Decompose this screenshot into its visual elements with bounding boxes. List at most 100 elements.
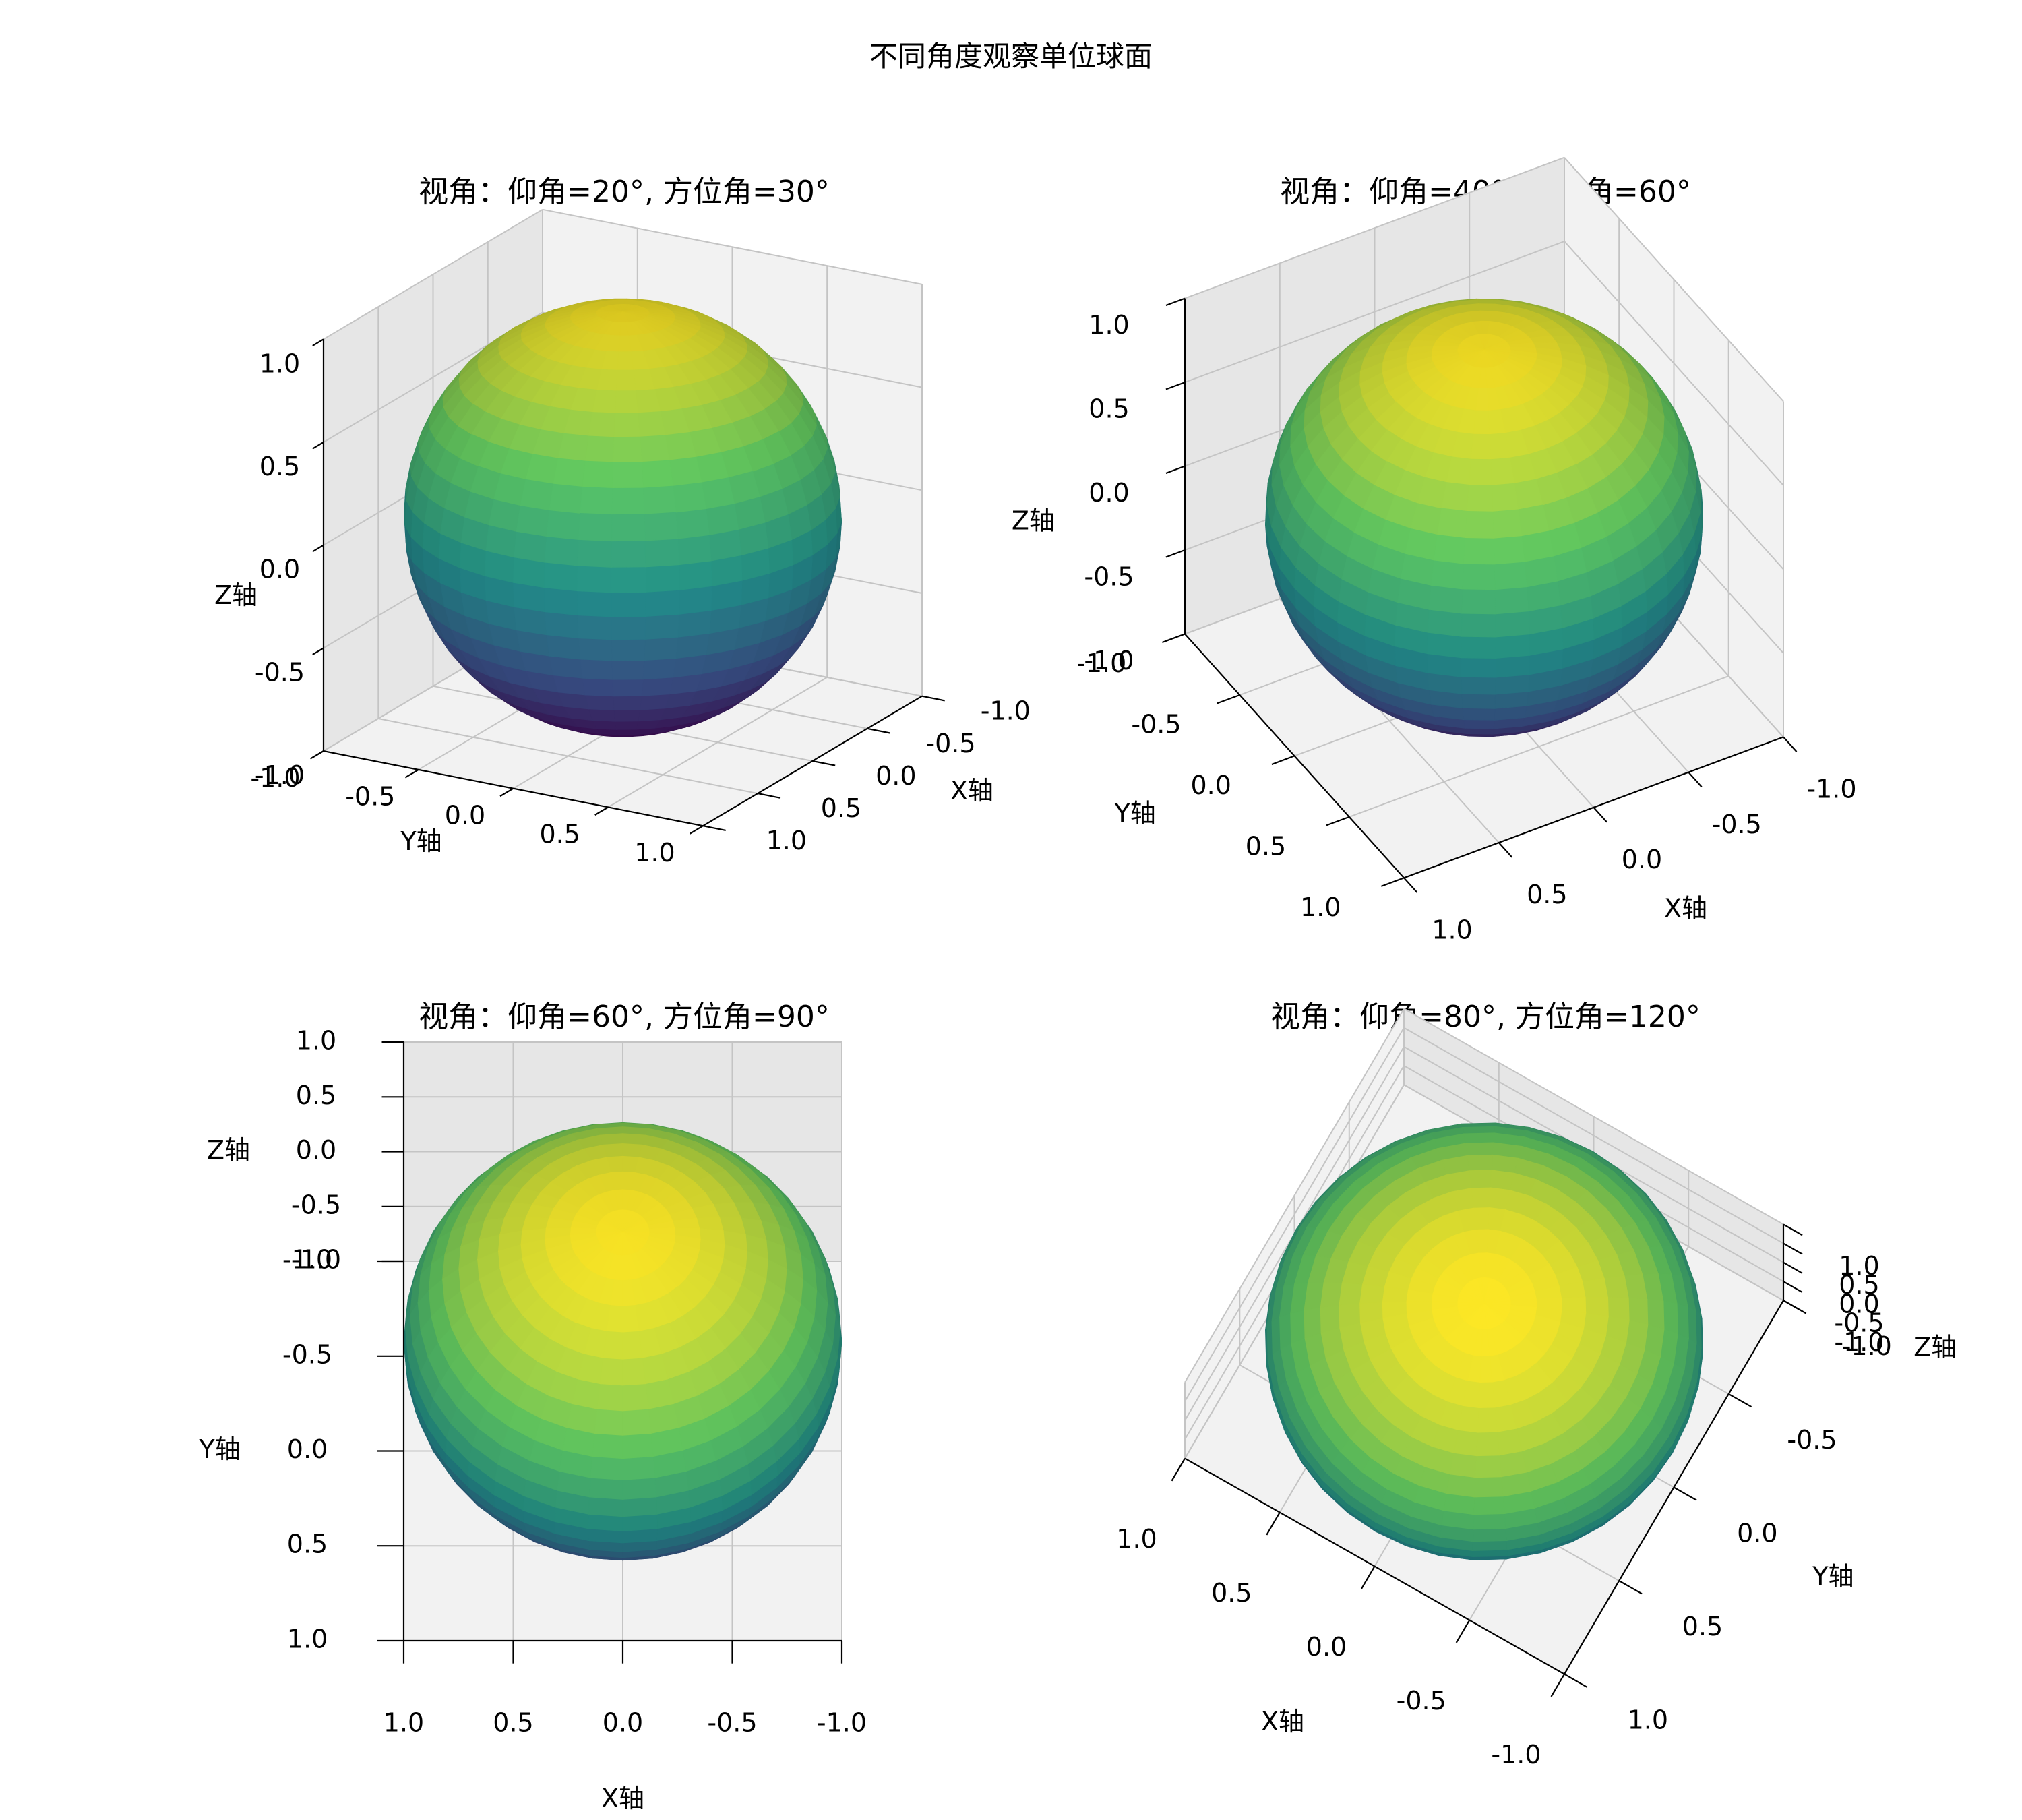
- x-tick-label: -1.0: [1491, 1740, 1541, 1769]
- sphere-facet: [1473, 1513, 1506, 1530]
- y-tick-label: -0.5: [1787, 1425, 1837, 1455]
- sphere-facet: [580, 659, 613, 680]
- z-tick-mark: [1783, 1242, 1803, 1255]
- sphere-facet: [639, 694, 670, 710]
- gridline: [1349, 675, 1729, 818]
- x-tick-mark: [1455, 1620, 1471, 1643]
- y-tick-mark: [1217, 694, 1240, 704]
- x-tick-label: -0.5: [707, 1707, 757, 1737]
- x-tick-label: -0.5: [1712, 810, 1762, 839]
- sphere-facet: [1467, 484, 1494, 512]
- sphere-facet: [588, 1496, 623, 1517]
- y-tick-label: 1.0: [1300, 892, 1341, 922]
- y-tick-label: 0.5: [1246, 831, 1286, 861]
- sphere-facet: [677, 610, 712, 638]
- sphere-facet: [1359, 1284, 1385, 1304]
- sphere-facet: [644, 613, 679, 640]
- z-tick-mark: [1783, 1300, 1803, 1312]
- x-tick-label: 0.5: [1211, 1578, 1252, 1608]
- sphere-facet: [544, 536, 579, 566]
- sphere-facet: [1441, 482, 1469, 512]
- sphere-facet: [584, 435, 615, 463]
- y-tick-label: -0.5: [1131, 709, 1181, 739]
- x-axis: [1403, 736, 1784, 879]
- z-tick-label: 0.0: [259, 555, 300, 584]
- y-tick-label: -1.0: [282, 1245, 332, 1275]
- sphere-facet: [1521, 530, 1554, 562]
- sphere-facet: [613, 413, 640, 438]
- plot-4: -1.0-0.50.00.51.0X轴-1.0-0.50.00.51.0Y轴-1…: [1116, 1008, 1957, 1769]
- z-axis-label: Z轴: [207, 1135, 250, 1165]
- z-tick-mark: [1165, 382, 1186, 390]
- plot-1: -1.0-0.50.00.51.0X轴-1.0-0.50.00.51.0Y轴-1…: [214, 208, 1031, 868]
- x-tick-label: 0.5: [1527, 880, 1567, 909]
- sphere-facet: [1603, 1275, 1629, 1299]
- y-axis-label: Y轴: [1113, 799, 1155, 828]
- sphere-facet: [1339, 1283, 1363, 1306]
- sphere-facet: [1474, 1476, 1504, 1498]
- x-tick-label: -1.0: [1806, 775, 1856, 804]
- sphere-facet: [1449, 1452, 1477, 1478]
- z-tick-label: -1.0: [291, 1245, 341, 1275]
- sphere-facet: [1461, 636, 1496, 659]
- sphere-facet: [1490, 457, 1515, 486]
- gridline: [607, 677, 828, 808]
- sphere-facet: [546, 634, 581, 660]
- y-tick-label: 1.0: [287, 1625, 328, 1654]
- x-tick-mark: [1171, 1458, 1186, 1482]
- x-tick-mark: [1550, 1674, 1565, 1697]
- x-tick-label: 1.0: [766, 826, 807, 855]
- subplot-title-1: 视角：仰角=20°, 方位角=30°: [419, 175, 830, 209]
- y-tick-mark: [499, 787, 514, 797]
- sphere-facet: [1469, 458, 1492, 486]
- sphere-facet: [644, 538, 679, 568]
- sphere-facet: [582, 460, 614, 489]
- y-tick-mark: [594, 806, 609, 816]
- sphere-facet: [1428, 584, 1463, 614]
- sphere-facet: [1461, 693, 1496, 709]
- x-axis-label: X轴: [1664, 893, 1707, 923]
- z-tick-mark: [1165, 297, 1186, 307]
- sphere-facet: [615, 721, 639, 730]
- plot-3: -1.0 -0.5 0.0 0.5 1.0 X轴 -1.0 -0.5 0.0 0.5 1.0 Y轴 -1…: [198, 1026, 867, 1813]
- z-axis-label: Z轴: [1913, 1332, 1957, 1362]
- sphere-facet: [1582, 1278, 1609, 1298]
- z-tick-mark: [312, 442, 324, 450]
- sphere-facet: [675, 508, 710, 539]
- gridline: [1184, 241, 1565, 384]
- z-tick-mark: [312, 647, 324, 655]
- y-tick-label: -1.0: [1842, 1331, 1892, 1361]
- sphere-facet: [611, 660, 645, 680]
- x-tick-mark: [1361, 1566, 1376, 1589]
- sphere-facet: [677, 535, 712, 566]
- y-tick-label: -1.0: [1076, 648, 1126, 678]
- y-tick-mark: [689, 825, 704, 835]
- sphere-facet: [617, 351, 634, 371]
- gridline: [1184, 1008, 1405, 1383]
- sphere-facet: [544, 611, 579, 639]
- x-tick-label: 0.5: [493, 1707, 533, 1737]
- y-tick-label: 0.0: [445, 801, 485, 830]
- sphere-facet: [1461, 676, 1496, 695]
- sphere-facet: [578, 638, 613, 661]
- y-tick-label: 1.0: [1628, 1705, 1668, 1735]
- sphere-facet: [596, 1383, 623, 1412]
- sphere-facet: [622, 1496, 657, 1517]
- x-tick-mark: [1498, 842, 1513, 858]
- z-tick-mark: [312, 338, 324, 346]
- sphere-facet: [1472, 1540, 1508, 1551]
- sphere-facet: [1473, 1496, 1505, 1515]
- sphere-facet: [611, 616, 646, 640]
- x-tick-mark: [1593, 807, 1607, 823]
- z-tick-label: 1.0: [1089, 310, 1129, 340]
- sphere-facet: [1676, 1303, 1689, 1339]
- sphere-facet: [639, 435, 670, 462]
- sphere-facet: [679, 586, 712, 615]
- y-tick-mark: [1673, 1486, 1697, 1501]
- sphere-facet: [1493, 535, 1525, 565]
- sphere-facet: [1518, 504, 1550, 537]
- gridline: [1564, 157, 1784, 402]
- sphere-facet: [1495, 674, 1530, 695]
